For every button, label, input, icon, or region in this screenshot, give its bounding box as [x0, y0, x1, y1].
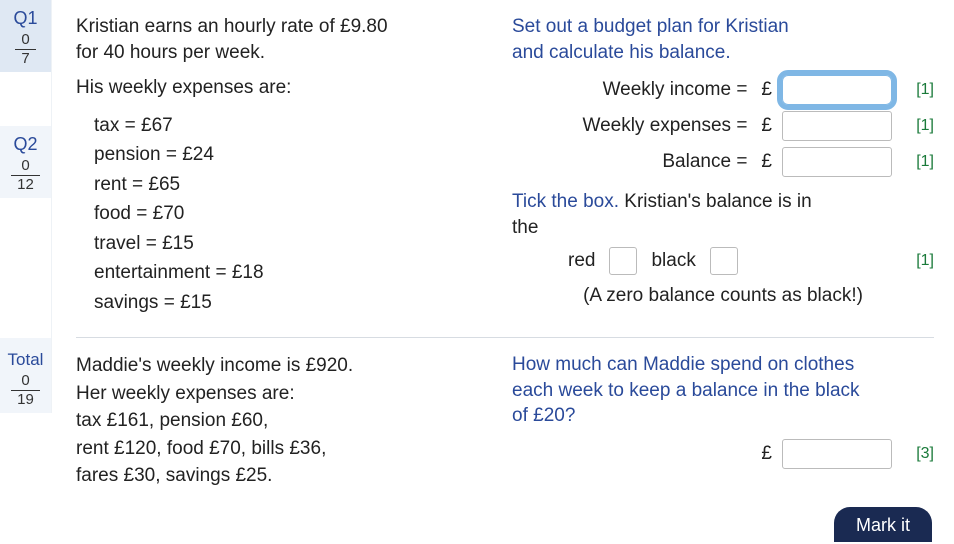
- partA-note: (A zero balance counts as black!): [512, 285, 934, 307]
- checkbox-red[interactable]: [609, 247, 637, 275]
- mark-it-button[interactable]: Mark it: [834, 507, 932, 542]
- partB-instruction: How much can Maddie spend on clothes eac…: [512, 352, 934, 429]
- input-weekly-income[interactable]: [782, 75, 892, 105]
- row-balance: Balance = £ [1]: [512, 147, 934, 177]
- label-weekly-expenses: Weekly expenses =: [582, 115, 747, 137]
- partA-tick-instruction: Tick the box. Kristian's balance is in t…: [512, 189, 934, 240]
- partA-expenses-header: His weekly expenses are:: [76, 75, 476, 101]
- option-red-label: red: [568, 250, 595, 272]
- partA-instruction: Set out a budget plan for Kristian and c…: [512, 14, 934, 65]
- marks-badge: [1]: [908, 252, 934, 270]
- nav-item-total[interactable]: Total 0 19: [0, 338, 52, 413]
- nav-score-q1: 0 7: [15, 31, 35, 68]
- row-weekly-expenses: Weekly expenses = £ [1]: [512, 111, 934, 141]
- nav-label-q1: Q1: [0, 8, 51, 29]
- question-content: Kristian earns an hourly rate of £9.80 f…: [52, 0, 954, 544]
- marks-badge: [3]: [908, 445, 934, 463]
- partA-expenses-list: tax = £67 pension = £24 rent = £65 food …: [76, 111, 476, 317]
- checkbox-black[interactable]: [710, 247, 738, 275]
- partA-intro: Kristian earns an hourly rate of £9.80 f…: [76, 14, 476, 65]
- nav-item-q1[interactable]: Q1 0 7: [0, 0, 52, 72]
- input-maddie-clothes[interactable]: [782, 439, 892, 469]
- option-black-label: black: [651, 250, 695, 272]
- divider: [76, 337, 934, 338]
- partB-text: Maddie's weekly income is £920. Her week…: [76, 352, 476, 490]
- label-weekly-income: Weekly income =: [603, 79, 748, 101]
- question-nav-sidebar: Q1 0 7 Q2 0 12 Total 0 19: [0, 0, 52, 544]
- row-weekly-income: Weekly income = £ [1]: [512, 75, 934, 105]
- marks-badge: [1]: [908, 81, 934, 99]
- marks-badge: [1]: [908, 117, 934, 135]
- marks-badge: [1]: [908, 153, 934, 171]
- nav-score-q2: 0 12: [11, 157, 40, 194]
- nav-label-q2: Q2: [0, 134, 51, 155]
- input-weekly-expenses[interactable]: [782, 111, 892, 141]
- nav-item-q2[interactable]: Q2 0 12: [0, 126, 52, 198]
- nav-label-total: Total: [0, 350, 51, 370]
- label-balance: Balance =: [662, 151, 747, 173]
- row-maddie-answer: £ [3]: [512, 439, 934, 469]
- nav-score-total: 0 19: [11, 372, 40, 409]
- tick-options-row: red black [1]: [512, 247, 934, 275]
- input-balance[interactable]: [782, 147, 892, 177]
